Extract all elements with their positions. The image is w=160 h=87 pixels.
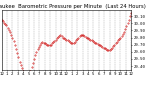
Title: Milwaukee  Barometric Pressure per Minute  (Last 24 Hours): Milwaukee Barometric Pressure per Minute… [0, 4, 146, 9]
